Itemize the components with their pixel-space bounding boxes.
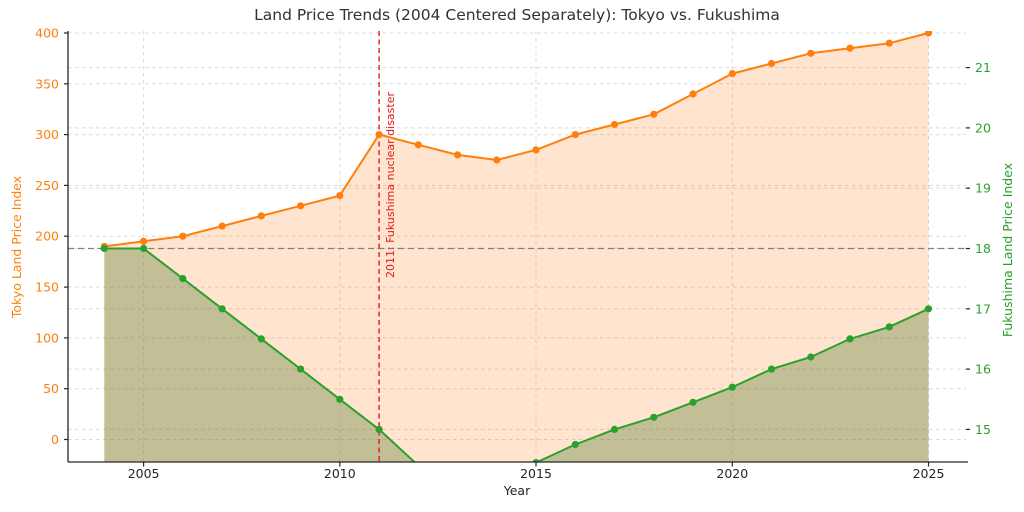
fukushima-point (218, 305, 226, 313)
fukushima-point (924, 305, 933, 313)
fukushima-point (532, 459, 540, 462)
fukushima-point (297, 365, 305, 373)
tokyo-point (493, 156, 501, 164)
x-tick-label: 2025 (913, 466, 945, 481)
tokyo-point (140, 237, 148, 245)
fukushima-point (336, 395, 344, 403)
area-fills (104, 33, 929, 462)
left-tick-label: 400 (35, 26, 59, 41)
fukushima-point (571, 440, 579, 449)
fukushima-point (454, 462, 461, 469)
left-tick-label: 350 (35, 76, 59, 91)
tokyo-area-fill (104, 33, 929, 462)
fukushima-point (728, 383, 736, 391)
tokyo-point (807, 49, 815, 57)
fukushima-series (100, 244, 933, 469)
x-tick-label: 2020 (716, 466, 748, 481)
x-tick-label: 2010 (324, 466, 356, 481)
left-tick-label: 150 (35, 280, 59, 295)
fukushima-point (885, 323, 893, 331)
event-annotation: 2011: Fukushima nuclear disaster (384, 91, 397, 279)
tokyo-point (689, 90, 697, 98)
left-axis-label: Tokyo Land Price Index (9, 175, 24, 319)
left-tick-label: 0 (51, 432, 59, 447)
tokyo-point (846, 44, 854, 52)
tokyo-point (179, 232, 187, 240)
fukushima-point (767, 365, 776, 373)
tokyo-point (218, 222, 226, 230)
right-tick-label: 17 (975, 301, 991, 316)
fukushima-point (179, 275, 187, 283)
tokyo-point (336, 192, 344, 200)
right-tick-label: 21 (975, 60, 991, 75)
x-tick-label: 2005 (128, 466, 160, 481)
tokyo-point (454, 151, 462, 159)
fukushima-point (257, 335, 265, 343)
fukushima-point (140, 244, 148, 253)
left-tick-label: 50 (43, 381, 59, 396)
x-axis-label: Year (503, 483, 531, 498)
tokyo-point (924, 31, 933, 37)
tokyo-point (375, 131, 383, 139)
right-tick-label: 18 (975, 241, 991, 256)
right-tick-label: 16 (975, 362, 991, 377)
right-axis-label: Fukushima Land Price Index (1000, 162, 1015, 338)
tokyo-point (610, 120, 619, 129)
gridlines (68, 31, 966, 462)
tokyo-series (100, 31, 933, 250)
x-tick-label: 2015 (520, 466, 552, 481)
fukushima-point (100, 244, 108, 253)
fukushima-point (689, 398, 697, 406)
tokyo-point (414, 141, 422, 149)
right-tick-label: 20 (975, 120, 991, 135)
tokyo-point (728, 70, 736, 78)
right-tick-label: 15 (975, 422, 991, 437)
left-tick-label: 100 (35, 330, 59, 345)
fukushima-point (650, 413, 658, 421)
fukushima-point (610, 425, 619, 433)
right-tick-label: 19 (975, 181, 991, 196)
fukushima-area-fill (104, 248, 929, 462)
fukushima-point (807, 353, 815, 361)
left-tick-label: 250 (35, 178, 59, 193)
tokyo-point (650, 110, 658, 118)
fukushima-point (846, 335, 854, 343)
left-tick-label: 200 (35, 229, 59, 244)
tokyo-point (571, 131, 579, 139)
tokyo-point (767, 59, 776, 68)
left-tick-label: 300 (35, 127, 59, 142)
tokyo-point (257, 212, 265, 220)
spines (67, 31, 968, 463)
tokyo-point (885, 39, 893, 47)
fukushima-point (375, 425, 383, 433)
chart-title: Land Price Trends (2004 Centered Separat… (254, 6, 780, 24)
tokyo-point (532, 146, 540, 154)
tokyo-point (297, 202, 305, 210)
fukushima-point (415, 462, 422, 469)
axis-ticks: 0 50 100 150 200 250 300 350 400 15 16 17 18 19 20 21 20… (35, 26, 991, 482)
fukushima-point (493, 462, 500, 469)
